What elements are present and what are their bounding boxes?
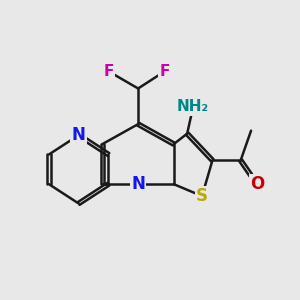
- Text: NH₂: NH₂: [177, 99, 209, 114]
- Text: F: F: [103, 64, 114, 79]
- Text: N: N: [131, 175, 145, 193]
- Text: F: F: [160, 64, 170, 79]
- Text: N: N: [72, 126, 86, 144]
- Text: S: S: [196, 187, 208, 205]
- Text: O: O: [250, 175, 264, 193]
